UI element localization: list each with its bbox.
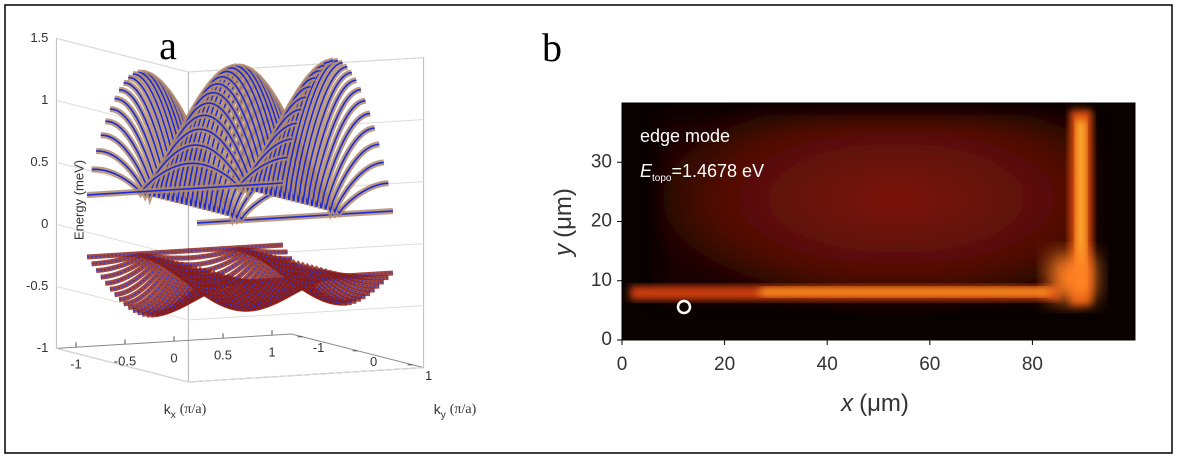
axis-unit: (π/a)	[180, 402, 207, 417]
annotation: edge mode	[640, 126, 730, 146]
y-tick-label: 20	[591, 211, 612, 232]
marker-circle	[676, 299, 692, 315]
lower-band-mesh	[146, 262, 343, 316]
panel-label: a	[159, 23, 177, 68]
axis-unit: (π/a)	[450, 402, 477, 417]
grid-line	[56, 347, 424, 383]
axis-unit: (μm)	[859, 390, 909, 417]
lower-band-mesh	[86, 244, 284, 258]
x-tick-label: 60	[919, 354, 940, 375]
z-tick-label: -1	[37, 340, 49, 355]
annotation-text: =1.4678 eV	[671, 161, 764, 181]
y-tick-label: 0	[601, 329, 612, 350]
axis-sub: x	[171, 410, 176, 421]
x-axis-label: x (μm)	[840, 390, 909, 417]
y-tick-label: 10	[591, 270, 612, 291]
y-tick-label: 0	[370, 354, 377, 369]
lower-band-mesh	[91, 248, 288, 265]
y-tick-label: 1	[425, 368, 432, 383]
grid-line	[56, 37, 424, 73]
z-tick-label: -0.5	[26, 278, 48, 293]
lower-band-mesh	[105, 251, 302, 285]
lower-band-mesh	[96, 249, 293, 272]
annotation-sub: topo	[652, 173, 672, 184]
x-tick-label: 80	[1022, 354, 1043, 375]
axis-var: y	[550, 242, 577, 258]
figure-border	[4, 4, 1173, 454]
lower-band-mesh	[164, 266, 361, 312]
upper-band-mesh	[86, 182, 284, 196]
annotation-var: E	[640, 161, 653, 181]
xlabel-axis-label: kx (π/a)	[164, 401, 207, 421]
axis-var: x	[840, 390, 854, 417]
x-tick-label: -1	[70, 357, 82, 372]
upper-band-mesh	[91, 156, 288, 195]
lower-band-mesh	[100, 250, 297, 278]
y-axis-label: y (μm)	[550, 188, 577, 258]
z-tick-label: 0.5	[30, 154, 48, 169]
y-tick-label: 30	[591, 151, 612, 172]
lower-band-mesh	[141, 260, 339, 316]
upper-band-mesh	[196, 210, 394, 224]
panel-label: b	[542, 25, 562, 70]
x-tick-label: 0	[617, 354, 628, 375]
lower-band-mesh	[132, 258, 329, 312]
x-tick-label: 0	[170, 351, 177, 366]
x-tick-label: 0.5	[214, 348, 232, 363]
z-tick-label: 1	[41, 92, 48, 107]
axis-var: k	[164, 401, 172, 417]
z-axis-label: Energy (meV)	[71, 160, 86, 240]
upper-band-mesh	[96, 138, 293, 197]
axis-sub: y	[441, 410, 446, 421]
z-tick-label: 0	[41, 216, 48, 231]
axis-unit: (μm)	[550, 188, 577, 238]
axis-var: k	[434, 401, 442, 417]
x-tick-label: -0.5	[114, 354, 136, 369]
grid-line	[56, 285, 424, 321]
heatmap-image	[622, 103, 1135, 340]
x-tick-label: 20	[714, 354, 735, 375]
annotation: Etopo=1.4678 eV	[640, 161, 764, 184]
lower-band-mesh	[128, 257, 325, 309]
lower-band-mesh	[137, 259, 334, 314]
panel-a: -1 -0.5 0 0.5 1 1.5 -1 -0.5 0 0.5 1 -1 0 1 a Energy (me…	[26, 23, 477, 420]
y-tick-label: -1	[313, 340, 325, 355]
lower-band-mesh	[155, 264, 352, 316]
z-tick-label: 1.5	[30, 30, 48, 45]
ylabel-axis-label: ky (π/a)	[434, 401, 477, 421]
floor	[56, 333, 424, 383]
lower-band-mesh	[160, 265, 357, 314]
x-tick-label: 1	[268, 345, 275, 360]
x-tick-label: 40	[817, 354, 838, 375]
